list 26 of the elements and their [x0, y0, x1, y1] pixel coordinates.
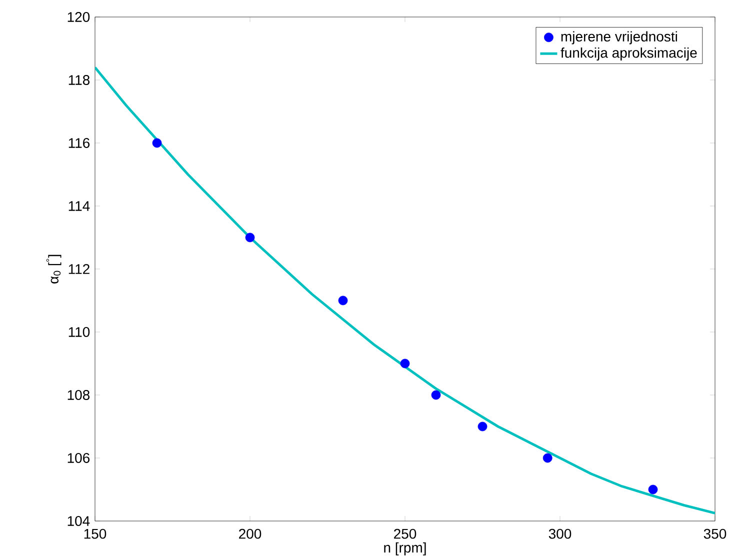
y-tick-label: 108 [68, 390, 90, 400]
legend-label: funkcija aproksimacije [560, 47, 697, 61]
x-tick-label: 200 [239, 528, 262, 539]
point [400, 358, 410, 368]
x-tick-label: 300 [548, 528, 572, 539]
point [245, 232, 255, 242]
point [431, 390, 441, 400]
legend-label: mjerene vrijednosti [561, 31, 677, 44]
point [152, 138, 162, 148]
y-tick-label: 112 [68, 264, 90, 274]
x-tick-label: 150 [84, 528, 106, 539]
y-axis-title: α$_{0}$ [$^{°}$] [46, 254, 62, 284]
y-tick-label: 114 [68, 201, 90, 211]
y-tick-label: 118 [68, 75, 90, 85]
y-tick-label: 116 [68, 138, 90, 148]
x-axis-title: n [rpm] [384, 542, 426, 556]
point [648, 484, 658, 494]
point [542, 453, 552, 463]
y-tick-label: 106 [68, 453, 90, 463]
x-tick-label: 250 [394, 528, 416, 539]
point [478, 422, 488, 432]
y-tick-label: 110 [68, 327, 90, 337]
y-tick-label: 120 [68, 12, 90, 22]
y-tick-label: 104 [68, 516, 90, 526]
x-tick-label: 350 [704, 528, 726, 539]
point [338, 296, 348, 306]
